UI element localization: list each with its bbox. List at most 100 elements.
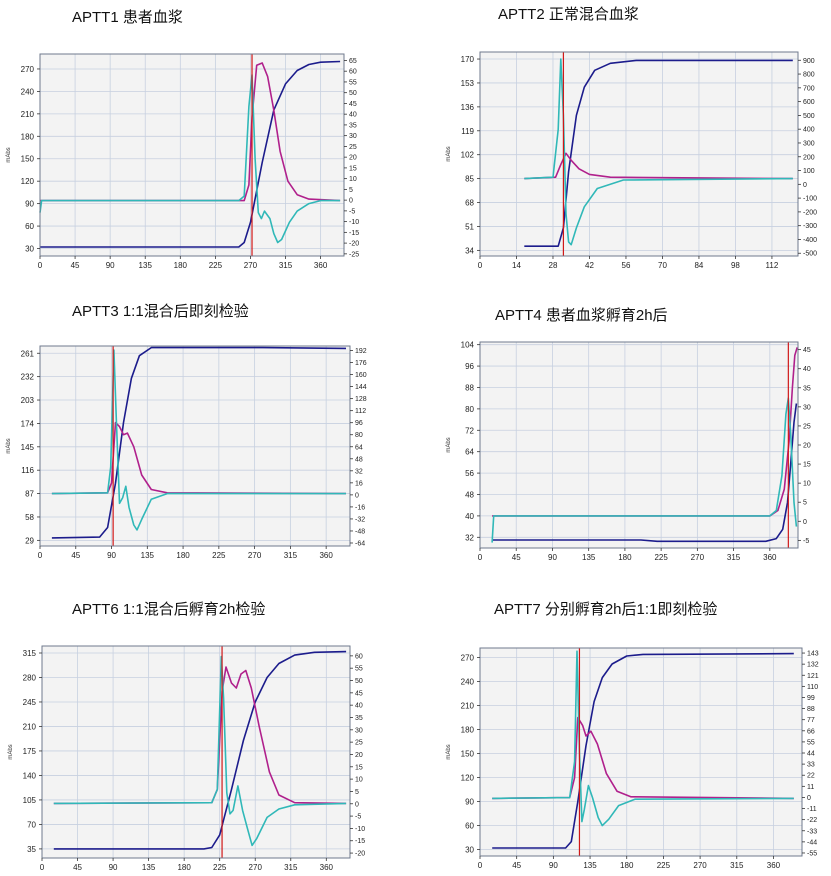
- y2-tick-label: -15: [349, 230, 359, 237]
- y2-tick-label: 0: [803, 182, 807, 189]
- y2-tick-label: 48: [355, 456, 363, 463]
- y-tick-label: 90: [465, 798, 474, 807]
- y-tick-label: 203: [21, 396, 35, 405]
- y2-tick-label: 121: [807, 673, 819, 680]
- y2-tick-label: 65: [349, 58, 357, 65]
- y2-tick-label: 143: [807, 651, 819, 658]
- x-tick-label: 90: [548, 553, 557, 562]
- y2-tick-label: -44: [807, 839, 817, 846]
- y2-tick-label: 30: [355, 727, 363, 734]
- series-line-blue: [53, 650, 347, 850]
- series-line-cyan: [39, 74, 341, 244]
- y2-tick-label: 80: [355, 432, 363, 439]
- y2-tick-label: -200: [803, 209, 817, 216]
- x-tick-label: 45: [71, 261, 80, 270]
- x-tick-label: 0: [38, 261, 43, 270]
- y2-tick-label: 40: [803, 366, 811, 373]
- y2-tick-label: -100: [803, 196, 817, 203]
- x-tick-label: 225: [654, 553, 668, 562]
- y-tick-label: 261: [21, 349, 35, 358]
- y-tick-label: 232: [21, 373, 35, 382]
- y2-tick-label: 15: [349, 165, 357, 172]
- y2-tick-label: -15: [355, 838, 365, 845]
- y2-tick-label: -5: [803, 538, 809, 545]
- y2-tick-label: 30: [349, 133, 357, 140]
- y-tick-label: 30: [25, 245, 34, 254]
- y2-tick-label: 10: [349, 176, 357, 183]
- y2-tick-label: 5: [355, 789, 359, 796]
- chart-c4: 0 45 90 135 180 225 270 315 360 32 40 48 56 64 72 80 88 9…: [446, 341, 811, 562]
- x-tick-label: 360: [320, 863, 334, 872]
- series-line-blue: [51, 346, 347, 539]
- plot-area: [40, 346, 350, 546]
- y2-tick-label: 44: [807, 751, 815, 758]
- y2-tick-label: 50: [355, 678, 363, 685]
- y2-tick-label: 600: [803, 99, 815, 106]
- x-tick-label: 180: [177, 863, 191, 872]
- x-tick-label: 135: [142, 863, 156, 872]
- x-tick-label: 270: [249, 863, 263, 872]
- y2-tick-label: 30: [803, 404, 811, 411]
- y-tick-label: 104: [461, 341, 475, 350]
- x-tick-label: 56: [622, 261, 631, 270]
- chart-c3: 0 45 90 135 180 225 270 315 360 29 58 87 116 145 174 20…: [6, 345, 367, 560]
- x-tick-label: 0: [478, 861, 483, 870]
- y2-tick-label: 55: [349, 79, 357, 86]
- y-tick-label: 245: [23, 698, 37, 707]
- y-axis-label: mAbs: [6, 438, 12, 453]
- y2-tick-label: 40: [355, 703, 363, 710]
- x-tick-label: 98: [731, 261, 740, 270]
- y-tick-label: 270: [461, 654, 475, 663]
- series-line-magenta: [524, 152, 793, 180]
- chart-title: APTT6 1:1混合后孵育2h检验: [72, 601, 266, 618]
- y-axis-label: mAbs: [446, 437, 452, 452]
- y2-tick-label: -5: [355, 814, 361, 821]
- series-line-blue: [492, 403, 798, 543]
- y-tick-label: 88: [465, 383, 474, 392]
- plot-area: [480, 648, 802, 856]
- y2-tick-label: 45: [355, 690, 363, 697]
- y-tick-label: 240: [21, 87, 35, 96]
- y2-tick-label: 45: [349, 101, 357, 108]
- x-tick-label: 360: [763, 553, 777, 562]
- x-tick-label: 45: [71, 551, 80, 560]
- plot-area: [42, 646, 350, 858]
- series-line-cyan: [51, 349, 346, 531]
- y-tick-label: 210: [23, 722, 37, 731]
- x-tick-label: 135: [141, 551, 155, 560]
- x-tick-label: 225: [213, 863, 227, 872]
- y-tick-label: 48: [465, 490, 474, 499]
- x-tick-label: 90: [549, 861, 558, 870]
- y2-tick-label: 66: [807, 728, 815, 735]
- series-line-cyan: [53, 655, 347, 847]
- y2-tick-label: -10: [355, 826, 365, 833]
- x-tick-label: 225: [209, 261, 223, 270]
- y2-tick-label: 10: [355, 777, 363, 784]
- y-tick-label: 58: [25, 513, 34, 522]
- y-tick-label: 60: [465, 822, 474, 831]
- y2-tick-label: 110: [807, 684, 818, 691]
- y2-tick-label: -55: [807, 850, 817, 857]
- y2-tick-label: 16: [355, 480, 363, 487]
- y2-tick-label: 50: [349, 90, 357, 97]
- y2-tick-label: 800: [803, 72, 815, 79]
- y2-tick-label: -300: [803, 223, 817, 230]
- x-tick-label: 180: [620, 861, 634, 870]
- y-tick-label: 72: [465, 426, 474, 435]
- x-tick-label: 135: [139, 261, 153, 270]
- y-axis-label: mAbs: [6, 147, 12, 162]
- plot-frame: [41, 645, 351, 859]
- x-tick-label: 90: [109, 863, 118, 872]
- y-tick-label: 96: [465, 362, 474, 371]
- y2-tick-label: 55: [355, 666, 363, 673]
- chart-c6: 0 45 90 135 180 225 270 315 360 30 60 90 120 150 180 21…: [446, 647, 819, 870]
- y2-tick-label: 96: [355, 420, 363, 427]
- y2-tick-label: 15: [803, 462, 811, 469]
- y2-tick-label: -32: [355, 516, 365, 523]
- y2-tick-label: 20: [803, 443, 811, 450]
- y-tick-label: 240: [461, 678, 475, 687]
- y-tick-label: 102: [461, 151, 475, 160]
- y2-tick-label: 176: [355, 360, 367, 367]
- y2-tick-label: 25: [355, 740, 363, 747]
- plot-area: [40, 54, 344, 256]
